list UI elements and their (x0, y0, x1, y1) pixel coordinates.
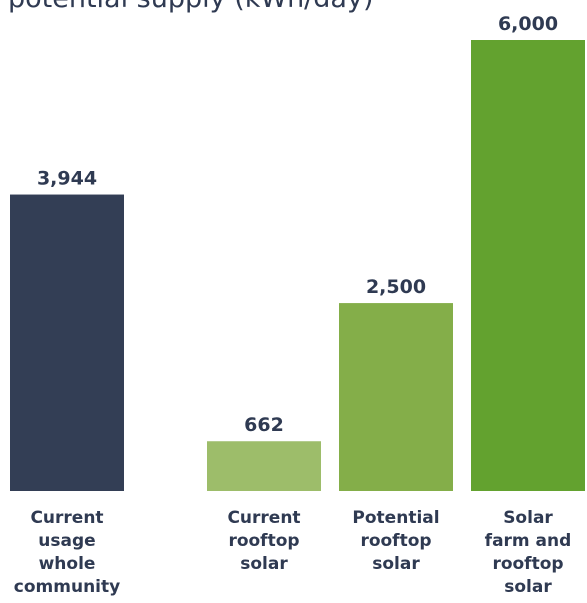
chart-title: potential supply (kWh/day) (8, 0, 583, 16)
category-label-3: Solar farm and rooftop solar (485, 508, 572, 597)
value-label-3: 6,000 (498, 13, 558, 35)
value-label-0: 3,944 (37, 168, 97, 190)
bar-0 (10, 194, 124, 491)
category-label-1: Current rooftop solar (227, 508, 300, 574)
value-label-2: 2,500 (366, 276, 426, 298)
bar-3 (471, 40, 585, 491)
bar-1 (207, 441, 321, 491)
value-label-1: 662 (244, 414, 284, 436)
category-label-0: Current usage whole community (14, 508, 120, 597)
bar-2 (339, 303, 453, 491)
category-label-2: Potential rooftop solar (352, 508, 439, 574)
